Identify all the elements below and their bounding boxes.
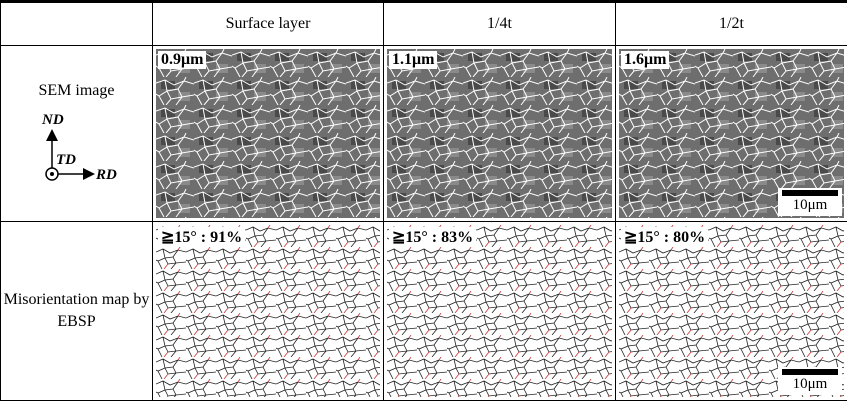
rd-label: RD	[95, 167, 117, 183]
row-label: SEM image	[1, 80, 152, 102]
scale-bar-line	[782, 190, 838, 196]
fraction-label: ≧15° : 91%	[158, 227, 245, 247]
column-header: 1/4t	[384, 2, 616, 46]
body: Surface layer 1/4t 1/2t SEM image ND TD …	[0, 0, 847, 401]
nd-label: ND	[41, 112, 64, 128]
grain-size-label: 1.1μm	[389, 51, 437, 69]
sem-row: SEM image ND TD RD 0.9μm 1.1μm 1.6μm 10μ…	[1, 46, 847, 222]
scale-bar-label: 10μm	[793, 376, 828, 392]
ebsp-cell: ≧15° : 91%	[153, 222, 384, 401]
scale-bar: 10μm	[778, 188, 842, 216]
column-header: 1/2t	[616, 2, 847, 46]
td-dot	[50, 172, 54, 176]
scale-bar-line	[782, 369, 838, 375]
sem-image	[156, 49, 380, 218]
fraction-label: ≧15° : 83%	[389, 227, 476, 247]
scale-bar-label: 10μm	[793, 197, 828, 213]
ebsp-cell: ≧15° : 83%	[384, 222, 616, 401]
ebsp-cell: ≧15° : 80% 10μm	[616, 222, 847, 401]
sem-image	[387, 49, 612, 218]
figure-table: Surface layer 1/4t 1/2t SEM image ND TD …	[0, 0, 847, 401]
ebsp-row: Misorientation map by EBSP ≧15° : 91% ≧1…	[1, 222, 847, 401]
row-label-cell: Misorientation map by EBSP	[1, 222, 153, 401]
row-label-cell: SEM image ND TD RD	[1, 46, 153, 222]
sem-cell: 1.1μm	[384, 46, 616, 222]
grain-size-label: 1.6μm	[621, 51, 669, 69]
header-row: Surface layer 1/4t 1/2t	[1, 2, 847, 46]
sem-cell: 1.6μm 10μm	[616, 46, 847, 222]
scale-bar: 10μm	[778, 367, 842, 395]
row-label: Misorientation map by EBSP	[1, 289, 152, 333]
sem-cell: 0.9μm	[153, 46, 384, 222]
fraction-label: ≧15° : 80%	[621, 227, 708, 247]
ebsp-map	[156, 225, 380, 397]
page: html,body{margin:0;padding:0;background:…	[0, 0, 847, 401]
td-label: TD	[56, 152, 76, 168]
grain-size-label: 0.9μm	[158, 51, 206, 69]
ebsp-map	[387, 225, 612, 397]
axes-icon: ND TD RD	[22, 108, 132, 188]
corner-cell	[1, 2, 153, 46]
column-header: Surface layer	[153, 2, 384, 46]
